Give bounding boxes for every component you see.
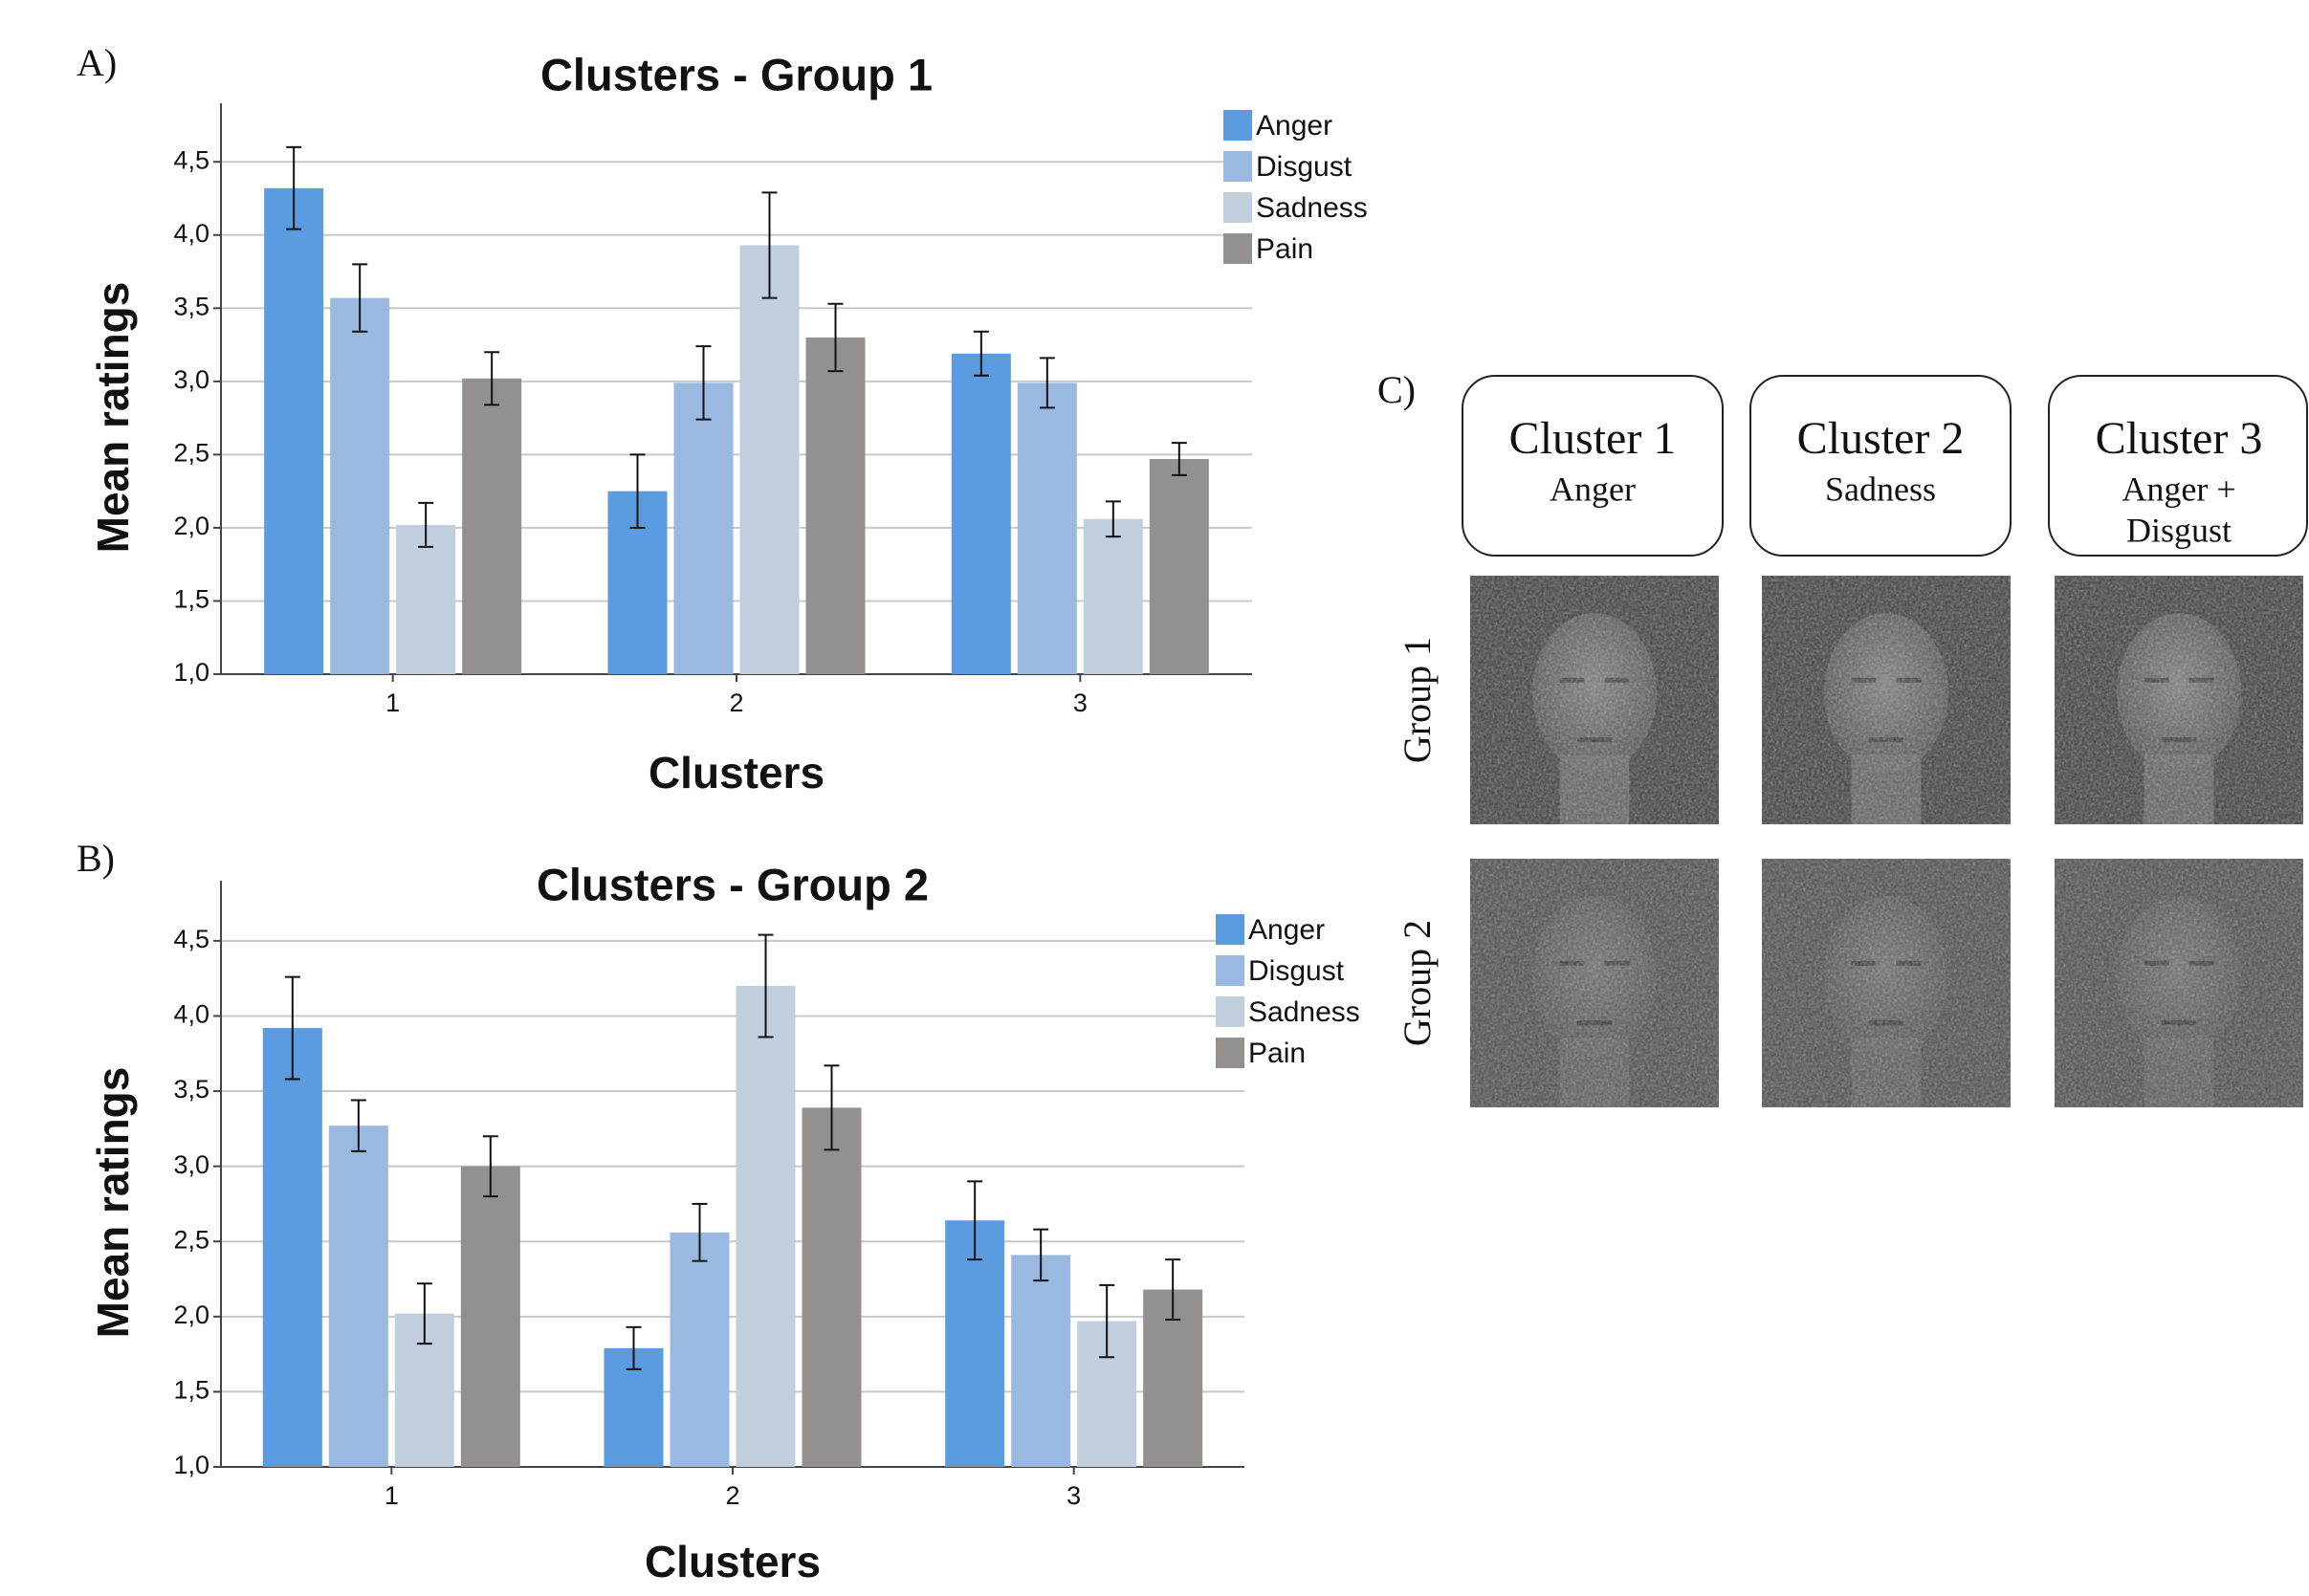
- bar: [330, 298, 389, 674]
- y-tick-label: 2,5: [173, 439, 209, 468]
- legend-swatch: [1216, 955, 1244, 986]
- face-image: [1762, 576, 2011, 824]
- cluster-box: [1462, 376, 1723, 556]
- face-image: [1762, 859, 2011, 1107]
- cluster-subtitle: Anger +: [2122, 470, 2235, 508]
- legend-label: Anger: [1248, 914, 1325, 946]
- bar: [263, 1028, 322, 1467]
- legend-swatch: [1223, 192, 1252, 223]
- bar: [461, 1167, 520, 1467]
- y-tick-label: 4,5: [173, 925, 209, 953]
- group-label: Group 2: [1396, 920, 1439, 1046]
- x-tick-label: 3: [1067, 1481, 1081, 1510]
- panel-label: A): [77, 41, 117, 84]
- panel-label: B): [77, 837, 115, 880]
- cluster-title: Cluster 1: [1509, 413, 1677, 464]
- x-tick-label: 1: [385, 689, 400, 717]
- face-image: [2055, 576, 2303, 824]
- legend-swatch: [1223, 110, 1252, 141]
- group-label: Group 1: [1396, 637, 1439, 763]
- cluster-subtitle: Anger: [1550, 470, 1636, 508]
- y-tick-label: 4,5: [173, 145, 209, 174]
- y-tick-label: 4,0: [173, 219, 209, 248]
- face-image: [1470, 576, 1719, 824]
- legend-label: Sadness: [1256, 192, 1368, 224]
- legend-swatch: [1223, 151, 1252, 182]
- y-tick-label: 2,5: [173, 1225, 209, 1254]
- y-tick-label: 1,5: [173, 585, 209, 614]
- x-tick-label: 2: [725, 1481, 739, 1510]
- bar: [737, 986, 796, 1467]
- panel-label: C): [1377, 368, 1416, 411]
- cluster-title: Cluster 3: [2096, 413, 2263, 464]
- face-noise: [1762, 576, 2011, 824]
- y-tick-label: 3,5: [173, 292, 209, 320]
- legend-label: Anger: [1256, 110, 1332, 142]
- cluster-title: Cluster 2: [1797, 413, 1965, 464]
- bar: [264, 188, 323, 674]
- x-tick-label: 2: [729, 689, 743, 717]
- bar: [1084, 519, 1143, 674]
- bar: [674, 383, 734, 674]
- legend-label: Pain: [1248, 1038, 1306, 1069]
- x-tick-label: 3: [1073, 689, 1088, 717]
- x-axis-label: Clusters: [649, 748, 825, 798]
- cluster-subtitle: Sadness: [1825, 470, 1936, 508]
- legend-swatch: [1223, 233, 1252, 264]
- x-tick-label: 1: [385, 1481, 399, 1510]
- y-axis-label: Mean ratings: [88, 1067, 138, 1339]
- legend-swatch: [1216, 996, 1244, 1027]
- face-noise: [1762, 859, 2011, 1107]
- face-noise: [2055, 576, 2303, 824]
- y-tick-label: 3,5: [173, 1075, 209, 1104]
- bar: [952, 354, 1011, 674]
- bar: [1018, 383, 1077, 674]
- face-image: [2055, 859, 2303, 1107]
- bar: [462, 379, 521, 674]
- y-tick-label: 3,0: [173, 1150, 209, 1179]
- face-image: [1470, 859, 1719, 1107]
- cluster-subtitle: Disgust: [2126, 511, 2232, 549]
- figure: A) Clusters - Group 1 Mean ratings Clusters…: [0, 0, 2309, 1596]
- face-noise: [2055, 859, 2303, 1107]
- y-tick-label: 1,0: [173, 658, 209, 687]
- bar: [329, 1126, 388, 1467]
- bar: [740, 245, 800, 674]
- face-noise: [1470, 576, 1719, 824]
- legend-swatch: [1216, 1038, 1244, 1068]
- legend-label: Pain: [1256, 233, 1313, 265]
- face-noise: [1470, 859, 1719, 1107]
- bar: [803, 1107, 862, 1467]
- y-tick-label: 4,0: [173, 1000, 209, 1029]
- chart-title: Clusters - Group 1: [540, 49, 933, 99]
- legend-swatch: [1216, 914, 1244, 945]
- y-tick-label: 2,0: [173, 1301, 209, 1329]
- y-tick-label: 3,0: [173, 365, 209, 394]
- y-tick-label: 1,5: [173, 1376, 209, 1405]
- bar: [1150, 459, 1209, 674]
- legend-label: Sadness: [1248, 996, 1360, 1028]
- bar: [1011, 1255, 1070, 1467]
- y-tick-label: 1,0: [173, 1451, 209, 1479]
- cluster-box: [1750, 376, 2011, 556]
- x-axis-label: Clusters: [645, 1537, 821, 1586]
- chart-title: Clusters - Group 2: [537, 859, 929, 909]
- y-axis-label: Mean ratings: [88, 282, 138, 554]
- bar: [806, 338, 866, 674]
- bar: [671, 1233, 730, 1467]
- y-tick-label: 2,0: [173, 512, 209, 540]
- legend-label: Disgust: [1256, 151, 1352, 183]
- legend-label: Disgust: [1248, 955, 1345, 987]
